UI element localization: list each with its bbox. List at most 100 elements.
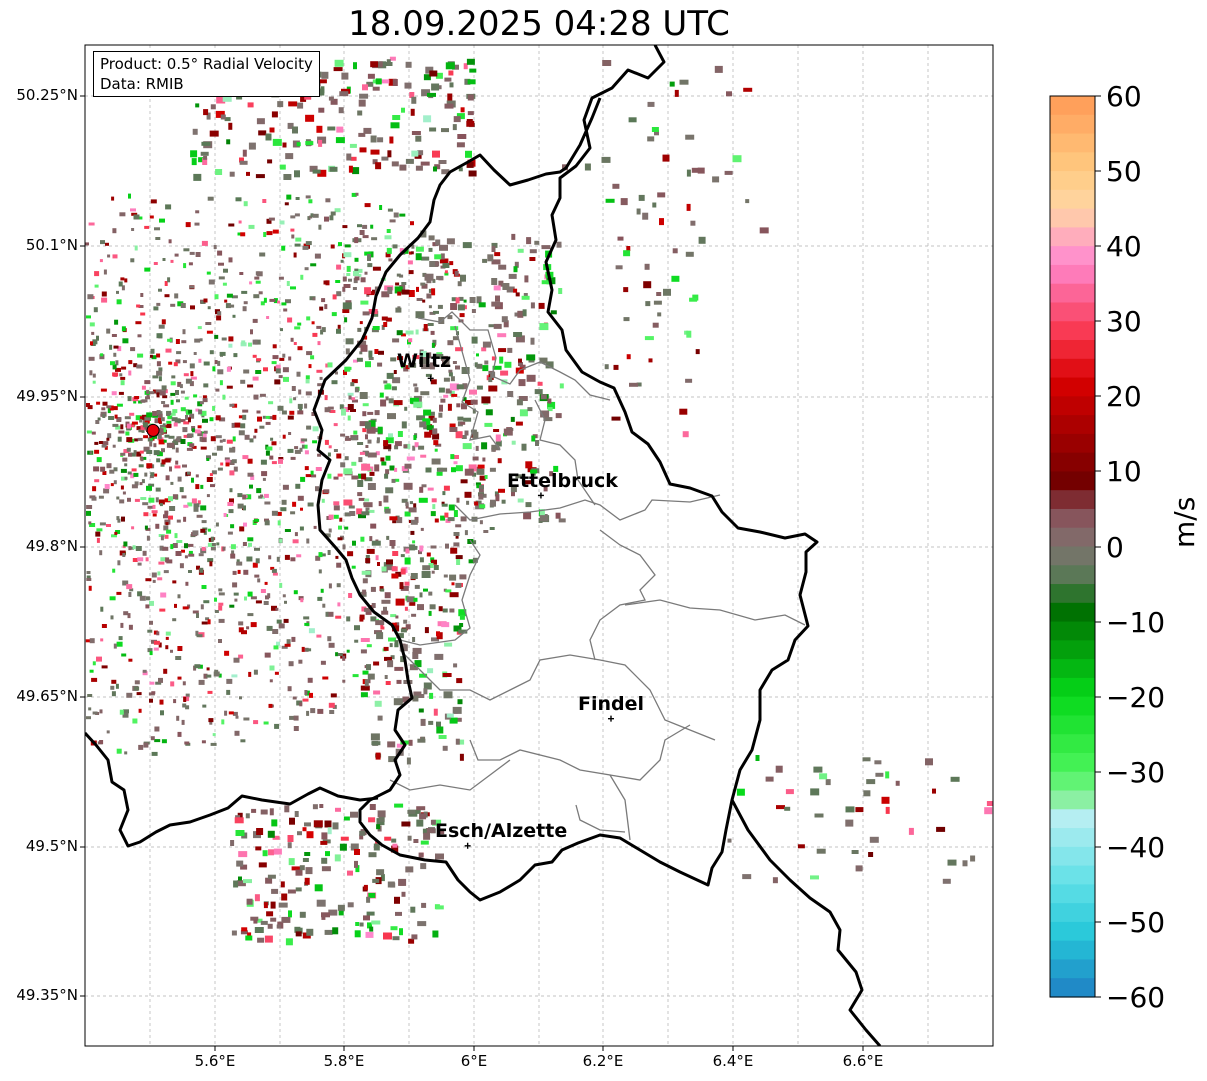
- colorbar-segment: [1050, 921, 1095, 942]
- colorbar-segment: [1050, 659, 1095, 679]
- colorbar-segment: [1050, 809, 1095, 829]
- colorbar-segment: [1050, 584, 1095, 604]
- colorbar-segment: [1050, 696, 1095, 717]
- colorbar-segment: [1050, 508, 1095, 529]
- canton-border-east: [624, 599, 806, 626]
- axis-ticks: [80, 95, 864, 1051]
- lat-tick-label: 49.8°N: [25, 537, 78, 555]
- colorbar: [1050, 96, 1095, 998]
- colorbar-segment: [1050, 377, 1095, 397]
- colorbar-segment: [1050, 171, 1095, 191]
- colorbar-segment: [1050, 602, 1095, 623]
- colorbar-segment: [1050, 321, 1095, 341]
- colorbar-tick-label: −60: [1106, 981, 1166, 1014]
- colorbar-segment: [1050, 471, 1095, 491]
- info-box: Product: 0.5° Radial Velocity Data: RMIB: [93, 51, 320, 97]
- gridlines: [85, 45, 993, 1046]
- colorbar-tick-label: −30: [1106, 756, 1166, 789]
- colorbar-segment: [1050, 959, 1095, 979]
- canton-border-wiltz: [454, 325, 501, 451]
- city-marker: [464, 842, 471, 849]
- colorbar-tick-label: 0: [1106, 531, 1124, 564]
- country-borders: [85, 45, 882, 1046]
- colorbar-tick-label: −10: [1106, 606, 1166, 639]
- lon-tick-label: 6.4°E: [712, 1052, 754, 1070]
- colorbar-segment: [1050, 903, 1095, 923]
- colorbar-segment: [1050, 677, 1095, 698]
- colorbar-unit-label: m/s: [1168, 496, 1201, 548]
- lat-tick-label: 50.25°N: [16, 86, 78, 104]
- colorbar-segment: [1050, 396, 1095, 416]
- colorbar-ticks: [1095, 95, 1101, 998]
- data-source-label: Data: RMIB: [100, 75, 184, 93]
- colorbar-segment: [1050, 565, 1095, 585]
- colorbar-segment: [1050, 865, 1095, 885]
- colorbar-segment: [1050, 152, 1095, 172]
- colorbar-segment: [1050, 452, 1095, 473]
- colorbar-segment: [1050, 340, 1095, 360]
- map-title: 18.09.2025 04:28 UTC: [348, 4, 730, 44]
- colorbar-segment: [1050, 358, 1095, 379]
- colorbar-segment: [1050, 208, 1095, 228]
- colorbar-segment: [1050, 846, 1095, 867]
- lon-tick-label: 6°E: [460, 1052, 488, 1070]
- border-luxembourg-belgium-france: [312, 45, 819, 902]
- product-label: Product: 0.5° Radial Velocity: [100, 55, 313, 73]
- colorbar-tick-label: 60: [1106, 80, 1142, 113]
- colorbar-tick-label: 30: [1106, 305, 1142, 338]
- plot-frame: [84, 44, 994, 1047]
- colorbar-segment: [1050, 415, 1095, 435]
- canton-borders: [389, 311, 806, 841]
- colorbar-tick-label: −20: [1106, 681, 1166, 714]
- canton-border-north: [417, 311, 611, 401]
- colorbar-segment: [1050, 621, 1095, 641]
- border-belgium-france-west: [85, 731, 379, 848]
- canton-border-south-1: [399, 649, 716, 741]
- colorbar-segment: [1050, 96, 1095, 116]
- colorbar-segment: [1050, 246, 1095, 266]
- canton-border-south-4: [575, 804, 626, 833]
- city-marker: [607, 715, 614, 722]
- city-marker: [427, 375, 434, 382]
- colorbar-segment: [1050, 433, 1095, 454]
- colorbar-tick-label: 20: [1106, 380, 1142, 413]
- city-marker: [537, 492, 544, 499]
- lon-tick-label: 6.6°E: [842, 1052, 884, 1070]
- radar-site-marker: [146, 423, 160, 437]
- colorbar-tick-label: −50: [1106, 906, 1166, 939]
- canton-border-mid-1: [454, 494, 721, 521]
- city-markers: [427, 375, 614, 849]
- colorbar-segment: [1050, 828, 1095, 848]
- colorbar-tick-label: 40: [1106, 230, 1142, 263]
- colorbar-segment: [1050, 133, 1095, 153]
- colorbar-segment: [1050, 227, 1095, 247]
- colorbar-segment: [1050, 771, 1095, 792]
- colorbar-segment: [1050, 490, 1095, 510]
- lat-tick-label: 49.35°N: [16, 986, 78, 1004]
- city-label-findel: Findel: [578, 693, 645, 715]
- colorbar-tick-label: −40: [1106, 831, 1166, 864]
- colorbar-segment: [1050, 527, 1095, 548]
- colorbar-segment: [1050, 640, 1095, 660]
- colorbar-segment: [1050, 264, 1095, 285]
- canton-border-south-5: [609, 724, 691, 781]
- colorbar-segment: [1050, 546, 1095, 566]
- colorbar-segment: [1050, 940, 1095, 961]
- colorbar-segment: [1050, 283, 1095, 304]
- colorbar-tick-label: 50: [1106, 155, 1142, 188]
- colorbar-segment: [1050, 189, 1095, 210]
- lat-tick-label: 49.65°N: [16, 687, 78, 705]
- border-germany-france-southeast: [730, 799, 882, 1046]
- lon-tick-label: 6.2°E: [582, 1052, 624, 1070]
- colorbar-segment: [1050, 114, 1095, 135]
- lat-tick-label: 49.5°N: [25, 837, 78, 855]
- canton-border-mid-3: [399, 539, 481, 646]
- canton-border-mid-4: [589, 529, 656, 661]
- colorbar-segment: [1050, 302, 1095, 322]
- colorbar-segment: [1050, 884, 1095, 904]
- lon-tick-label: 5.6°E: [194, 1052, 236, 1070]
- lat-tick-label: 50.1°N: [25, 236, 78, 254]
- colorbar-tick-label: 10: [1106, 455, 1142, 488]
- city-label-wiltz: Wiltz: [397, 350, 452, 372]
